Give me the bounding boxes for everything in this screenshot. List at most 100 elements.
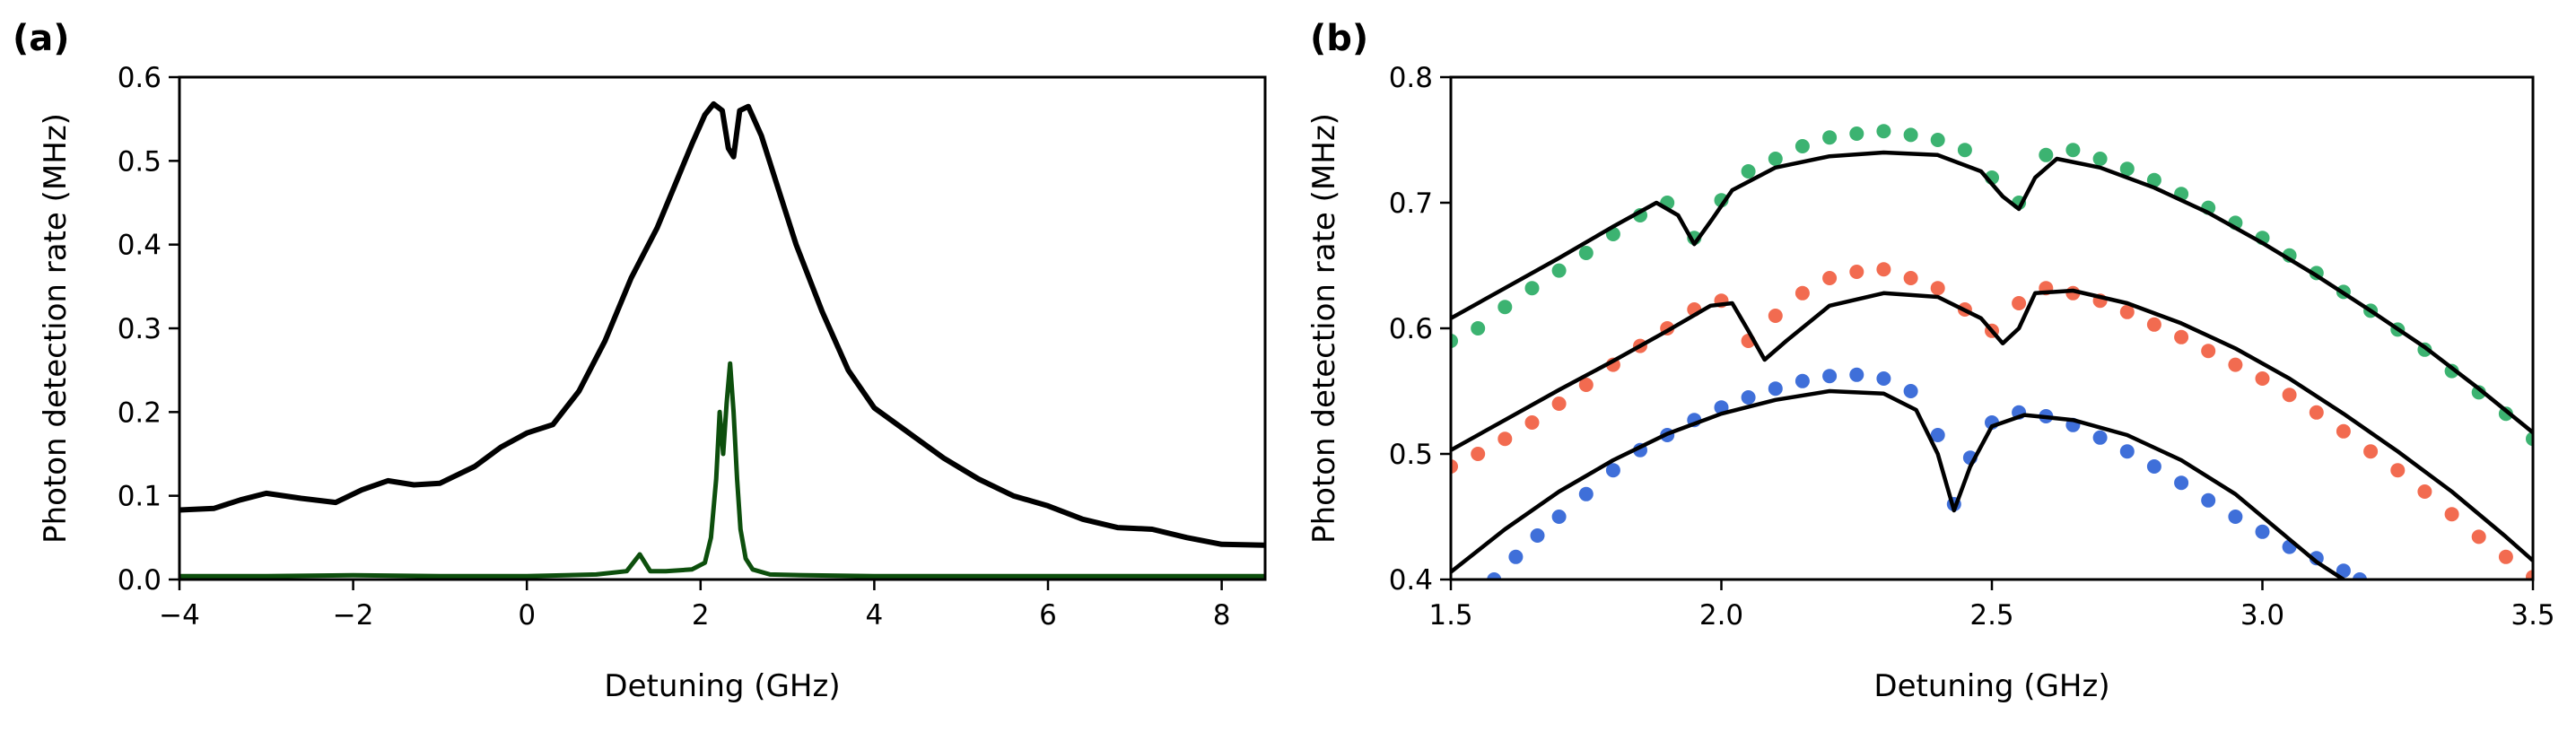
- x-tick-label: 8: [1213, 599, 1231, 632]
- data-point-blue-data: [2201, 492, 2216, 508]
- data-point-red-data: [1768, 309, 1783, 323]
- data-point-green-data: [1498, 300, 1513, 315]
- data-point-green-data: [1524, 281, 1540, 296]
- data-point-blue-data: [2146, 459, 2161, 474]
- data-point-blue-data: [2174, 475, 2189, 491]
- data-point-blue-data: [1768, 381, 1783, 396]
- data-point-blue-data: [2119, 444, 2135, 459]
- data-point-green-data: [1849, 126, 1864, 141]
- data-point-red-data: [2146, 317, 2161, 332]
- data-point-green-data: [1741, 164, 1756, 179]
- y-tick-label: 0.8: [1389, 62, 1433, 94]
- axes-frame: [178, 75, 1267, 581]
- panel-a: −4 −2 0 2 4 6 8 0.0 0.1 0.2 0.3 0.4 0.5 0.6 Detuning (…: [13, 18, 1267, 704]
- x-tick-label: 4: [866, 599, 884, 632]
- x-tick-label: 0: [518, 599, 536, 632]
- data-point-red-data: [2498, 549, 2513, 564]
- series-points-green-data: [1451, 124, 2533, 447]
- x-tick-label: 1.5: [1428, 599, 1472, 632]
- data-point-red-data: [2228, 357, 2243, 372]
- data-point-red-data: [1930, 281, 1945, 296]
- data-point-blue-data: [1849, 367, 1864, 382]
- data-point-green-data: [2471, 385, 2486, 400]
- data-point-blue-data: [1794, 373, 1810, 388]
- panel-b: 1.5 2.0 2.5 3.0 3.5 0.4 0.5 0.6 0.7 0.8 Detuning (…: [1306, 18, 2555, 704]
- data-point-green-data: [2119, 161, 2135, 177]
- x-tick-label: 3.5: [2511, 599, 2554, 632]
- series-line-green-trace: [179, 361, 1265, 579]
- data-point-red-data: [2174, 329, 2189, 344]
- y-tick-label: 0.6: [1389, 313, 1433, 345]
- data-point-red-data: [2012, 296, 2027, 310]
- data-point-green-data: [1451, 334, 1458, 348]
- data-point-green-data: [1930, 133, 1945, 147]
- data-point-green-data: [1471, 321, 1486, 336]
- data-point-red-data: [1794, 285, 1810, 301]
- data-point-green-data: [1578, 246, 1594, 260]
- data-point-red-data: [2309, 405, 2324, 420]
- data-point-green-data: [1957, 143, 1972, 158]
- data-point-green-data: [2065, 143, 2081, 158]
- data-point-red-data: [2390, 463, 2406, 478]
- data-point-blue-data: [2228, 510, 2243, 524]
- data-point-red-data: [2336, 423, 2351, 439]
- data-point-blue-data: [1578, 486, 1594, 501]
- data-point-red-data: [1849, 265, 1864, 279]
- y-tick-label: 0.4: [1389, 564, 1433, 597]
- fit-line-green-data: [1451, 150, 2533, 435]
- x-tick-label: 2.0: [1699, 599, 1743, 632]
- x-tick-label: −2: [333, 599, 374, 632]
- data-point-blue-data: [1487, 572, 1502, 580]
- data-point-blue-data: [1741, 390, 1756, 405]
- data-point-blue-data: [1530, 528, 1545, 543]
- data-point-blue-data: [1930, 428, 1945, 442]
- data-point-red-data: [1471, 447, 1486, 461]
- y-tick-label: 0.0: [118, 564, 162, 597]
- data-point-red-data: [1822, 271, 1838, 285]
- data-point-blue-data: [2353, 572, 2367, 580]
- data-point-green-data: [2146, 172, 2161, 187]
- y-tick-label: 0.5: [1389, 439, 1433, 471]
- y-tick-label: 0.1: [118, 481, 162, 513]
- x-tick-label: −4: [159, 599, 200, 632]
- x-tick-label: 2.5: [1969, 599, 2013, 632]
- y-tick-label: 0.6: [118, 62, 162, 94]
- data-point-blue-data: [2336, 563, 2351, 579]
- x-tick-label: 6: [1039, 599, 1057, 632]
- data-point-red-data: [2417, 484, 2432, 499]
- data-point-blue-data: [2092, 430, 2108, 445]
- data-point-red-data: [2444, 507, 2459, 522]
- y-tick-label: 0.7: [1389, 187, 1433, 220]
- fit-line-blue-data: [1451, 388, 2346, 580]
- x-axis-label: Detuning (GHz): [1873, 668, 2109, 704]
- data-point-green-data: [2039, 147, 2054, 162]
- data-point-blue-data: [2255, 524, 2270, 539]
- data-point-red-data: [2471, 529, 2486, 545]
- panel-label: (b): [1310, 18, 1368, 59]
- data-point-red-data: [1903, 271, 1918, 285]
- x-tick-label: 3.0: [2240, 599, 2284, 632]
- data-point-green-data: [1551, 263, 1567, 278]
- y-tick-label: 0.4: [118, 230, 162, 262]
- data-point-red-data: [2119, 304, 2135, 319]
- data-point-green-data: [1876, 124, 1891, 139]
- data-point-red-data: [2255, 371, 2270, 386]
- y-axis-label: Photon detection rate (MHz): [38, 113, 74, 544]
- data-point-red-data: [1876, 262, 1891, 277]
- data-point-green-data: [2526, 431, 2533, 447]
- data-point-blue-data: [1876, 371, 1891, 386]
- y-tick-label: 0.2: [118, 396, 162, 429]
- data-point-red-data: [2363, 444, 2379, 459]
- plot-area: [179, 100, 1265, 579]
- data-point-green-data: [1822, 130, 1838, 145]
- fit-line-red-data: [1451, 288, 2533, 563]
- x-tick-label: 2: [692, 599, 710, 632]
- data-point-blue-data: [1822, 369, 1838, 384]
- data-point-red-data: [2282, 388, 2297, 403]
- data-point-blue-data: [1551, 510, 1567, 524]
- series-points-blue-data: [1487, 367, 2367, 580]
- data-point-blue-data: [1508, 549, 1524, 564]
- series-line-black-trace: [179, 100, 1265, 548]
- data-point-blue-data: [2309, 551, 2324, 566]
- plot-area: [1451, 124, 2533, 580]
